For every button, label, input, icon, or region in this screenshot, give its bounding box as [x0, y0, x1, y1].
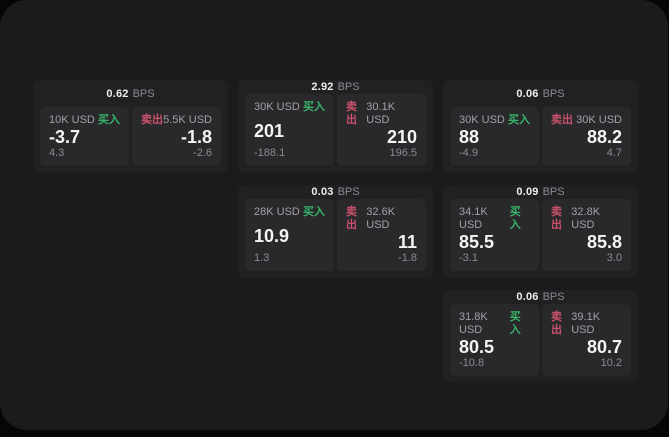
buy-label: 买入 — [98, 114, 120, 126]
sell-notional: 30K USD — [576, 114, 622, 126]
sell-label: 卖出 — [551, 206, 562, 231]
buy-delta: 4.3 — [49, 147, 65, 159]
bps-unit-label: BPS — [337, 186, 360, 198]
quote-card: 0.06 BPS 31.8K USD 买入 80.5 -10.8 39.1K U… — [443, 290, 638, 383]
buy-delta: -3.1 — [459, 252, 478, 264]
buy-notional: 30K USD — [459, 114, 505, 126]
sell-tile[interactable]: 30K USD 卖出 88.2 4.7 — [542, 107, 631, 166]
sell-label: 卖出 — [141, 114, 163, 126]
card-header: 0.06 BPS — [443, 80, 638, 107]
sell-delta: 3.0 — [606, 252, 622, 264]
quote-cards-grid: 0.62 BPS 10K USD 买入 -3.7 4.3 5.5K USD 卖出… — [33, 80, 638, 383]
buy-delta: -10.8 — [459, 357, 485, 369]
bps-value: 0.62 — [106, 87, 129, 100]
card-body: 30K USD 买入 88 -4.9 30K USD 卖出 88.2 4.7 — [443, 107, 638, 173]
card-header: 0.03 BPS — [238, 185, 433, 199]
sell-delta: -2.6 — [193, 147, 212, 159]
buy-tile[interactable]: 30K USD 买入 201 -188.1 — [245, 94, 334, 166]
buy-price: 10.9 — [254, 225, 290, 246]
bps-value: 2.92 — [311, 81, 334, 93]
bps-unit-label: BPS — [542, 186, 565, 198]
buy-label: 买入 — [303, 206, 325, 218]
sell-tile[interactable]: 39.1K USD 卖出 80.7 10.2 — [542, 304, 631, 376]
sell-price: 85.8 — [586, 232, 622, 252]
sell-price: 80.7 — [586, 337, 622, 357]
sell-delta: 10.2 — [600, 357, 622, 369]
quote-card: 0.09 BPS 34.1K USD 买入 85.5 -3.1 32.8K US… — [443, 185, 638, 278]
bps-unit-label: BPS — [132, 87, 155, 100]
buy-notional: 10K USD — [49, 114, 95, 126]
card-header: 2.92 BPS — [238, 80, 433, 94]
bps-unit-label: BPS — [542, 87, 565, 100]
sell-label: 卖出 — [551, 311, 562, 336]
sell-label: 卖出 — [551, 114, 573, 126]
bps-value: 0.09 — [516, 186, 539, 198]
sell-notional: 32.6K USD — [366, 206, 396, 231]
card-body: 28K USD 买入 10.9 1.3 32.6K USD 卖出 11 -1.8 — [238, 199, 433, 278]
sell-tile[interactable]: 5.5K USD 卖出 -1.8 -2.6 — [132, 107, 221, 166]
card-header: 0.09 BPS — [443, 185, 638, 199]
buy-delta: -4.9 — [459, 147, 478, 159]
quote-card: 0.06 BPS 30K USD 买入 88 -4.9 30K USD 卖出 8… — [443, 80, 638, 173]
buy-price: 80.5 — [459, 337, 495, 357]
card-header: 0.62 BPS — [33, 80, 228, 107]
sell-notional: 30.1K USD — [366, 101, 396, 126]
quote-card: 2.92 BPS 30K USD 买入 201 -188.1 30.1K USD… — [238, 80, 433, 173]
buy-label: 买入 — [509, 311, 521, 336]
buy-tile[interactable]: 10K USD 买入 -3.7 4.3 — [40, 107, 129, 166]
sell-tile[interactable]: 32.6K USD 卖出 11 -1.8 — [337, 199, 426, 271]
bps-value: 0.03 — [311, 186, 334, 198]
quote-card: 0.03 BPS 28K USD 买入 10.9 1.3 32.6K USD 卖… — [238, 185, 433, 278]
sell-price: 88.2 — [586, 127, 622, 147]
sell-delta: -1.8 — [398, 252, 417, 264]
buy-notional: 30K USD — [254, 101, 300, 113]
buy-price: 88 — [459, 127, 480, 147]
buy-notional: 31.8K USD — [459, 311, 488, 336]
sell-notional: 5.5K USD — [163, 114, 212, 126]
buy-delta: 1.3 — [254, 252, 270, 264]
quote-card: 0.62 BPS 10K USD 买入 -3.7 4.3 5.5K USD 卖出… — [33, 80, 228, 173]
sell-tile[interactable]: 32.8K USD 卖出 85.8 3.0 — [542, 199, 631, 271]
sell-notional: 39.1K USD — [571, 311, 601, 336]
buy-label: 买入 — [508, 114, 530, 126]
sell-delta: 196.5 — [389, 147, 417, 159]
sell-delta: 4.7 — [606, 147, 622, 159]
buy-notional: 34.1K USD — [459, 206, 488, 231]
sell-price: -1.8 — [180, 127, 212, 147]
sell-label: 卖出 — [346, 101, 357, 126]
buy-tile[interactable]: 30K USD 买入 88 -4.9 — [450, 107, 539, 166]
bps-unit-label: BPS — [337, 81, 360, 93]
buy-delta: -188.1 — [254, 147, 286, 159]
sell-notional: 32.8K USD — [571, 206, 601, 231]
buy-tile[interactable]: 31.8K USD 买入 80.5 -10.8 — [450, 304, 539, 376]
bps-value: 0.06 — [516, 291, 539, 303]
buy-label: 买入 — [303, 101, 325, 113]
sell-tile[interactable]: 30.1K USD 卖出 210 196.5 — [337, 94, 426, 166]
sell-price: 210 — [386, 127, 417, 147]
buy-notional: 28K USD — [254, 206, 300, 218]
sell-label: 卖出 — [346, 206, 357, 231]
buy-label: 买入 — [509, 206, 521, 231]
card-body: 10K USD 买入 -3.7 4.3 5.5K USD 卖出 -1.8 -2.… — [33, 107, 228, 173]
buy-price: -3.7 — [49, 127, 81, 147]
bps-unit-label: BPS — [542, 291, 565, 303]
buy-tile[interactable]: 28K USD 买入 10.9 1.3 — [245, 199, 334, 271]
buy-tile[interactable]: 34.1K USD 买入 85.5 -3.1 — [450, 199, 539, 271]
card-body: 34.1K USD 买入 85.5 -3.1 32.8K USD 卖出 85.8… — [443, 199, 638, 278]
buy-price: 85.5 — [459, 232, 495, 252]
card-body: 30K USD 买入 201 -188.1 30.1K USD 卖出 210 1… — [238, 94, 433, 173]
buy-price: 201 — [254, 120, 285, 141]
card-header: 0.06 BPS — [443, 290, 638, 304]
sell-price: 11 — [397, 232, 417, 252]
bps-value: 0.06 — [516, 87, 539, 100]
card-body: 31.8K USD 买入 80.5 -10.8 39.1K USD 卖出 80.… — [443, 304, 638, 383]
